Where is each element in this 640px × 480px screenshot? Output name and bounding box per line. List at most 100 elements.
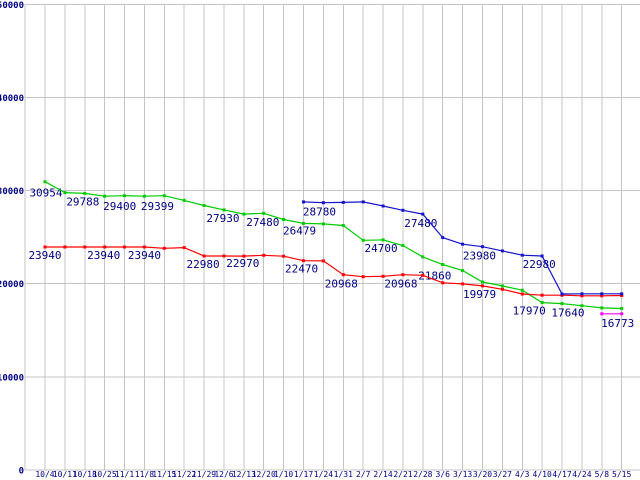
svg-text:3/6: 3/6 <box>435 470 450 479</box>
green-series-marker <box>63 191 67 195</box>
svg-text:4/17: 4/17 <box>552 470 571 479</box>
green-series-marker <box>600 306 604 310</box>
svg-text:26479: 26479 <box>283 224 316 237</box>
red-series-marker <box>43 245 47 249</box>
svg-text:29399: 29399 <box>141 200 174 213</box>
svg-text:1/31: 1/31 <box>334 470 353 479</box>
svg-text:1/17: 1/17 <box>294 470 313 479</box>
green-series-marker <box>520 288 524 292</box>
gridlines <box>24 3 640 471</box>
green-series-marker <box>540 301 544 305</box>
svg-text:1/24: 1/24 <box>314 470 333 479</box>
svg-text:50000: 50000 <box>0 1 24 11</box>
svg-text:17640: 17640 <box>551 307 584 320</box>
green-series-marker <box>242 212 246 216</box>
svg-text:5/8: 5/8 <box>595 470 610 479</box>
svg-text:23940: 23940 <box>128 249 161 262</box>
green-series-marker <box>560 302 564 306</box>
svg-text:11/29: 11/29 <box>192 470 216 479</box>
red-series-marker <box>123 245 126 249</box>
svg-text:22970: 22970 <box>226 257 259 270</box>
data-point-labels: 30954 29788 29400 29399 27930 27480 26479 24700… <box>28 187 634 330</box>
green-series-marker <box>202 204 206 207</box>
red-series-marker <box>600 294 604 298</box>
green-series-marker <box>500 284 504 288</box>
svg-text:11/1: 11/1 <box>115 470 134 479</box>
svg-text:2/14: 2/14 <box>373 470 392 479</box>
red-series-marker <box>321 259 325 263</box>
green-series-marker <box>361 238 365 242</box>
green-series-marker <box>381 238 385 242</box>
svg-text:20000: 20000 <box>0 280 24 290</box>
blue-series-marker <box>560 292 564 296</box>
svg-text:23940: 23940 <box>28 249 61 262</box>
green-series-marker <box>222 208 226 212</box>
svg-text:10/25: 10/25 <box>93 470 117 479</box>
svg-text:19979: 19979 <box>463 288 496 301</box>
green-series-marker <box>142 194 146 198</box>
red-series-marker <box>421 273 425 277</box>
green-series-marker <box>321 222 325 226</box>
magenta-series <box>600 312 624 316</box>
green-series-marker <box>421 255 425 259</box>
red-series-marker <box>620 294 624 297</box>
red-series-marker <box>381 274 385 278</box>
blue-series-marker <box>401 208 405 212</box>
red-series <box>43 245 624 298</box>
blue-series-marker <box>580 292 584 296</box>
svg-text:24700: 24700 <box>364 242 397 255</box>
svg-text:0: 0 <box>19 467 24 477</box>
green-series-marker <box>341 224 345 227</box>
green-series-marker <box>302 221 305 225</box>
red-series-marker <box>441 281 445 285</box>
svg-text:4/10: 4/10 <box>533 470 552 479</box>
svg-text:28780: 28780 <box>303 206 336 219</box>
svg-text:22980: 22980 <box>187 258 220 271</box>
svg-text:12/20: 12/20 <box>252 470 276 479</box>
svg-text:11/22: 11/22 <box>172 470 196 479</box>
svg-text:3/27: 3/27 <box>493 470 512 479</box>
blue-series-marker <box>461 242 465 246</box>
green-series <box>43 180 624 310</box>
svg-text:4/24: 4/24 <box>572 470 591 479</box>
blue-series-marker <box>500 249 504 253</box>
svg-text:23940: 23940 <box>87 249 120 262</box>
svg-text:2/28: 2/28 <box>413 470 432 479</box>
svg-text:20968: 20968 <box>384 278 417 291</box>
svg-text:2/21: 2/21 <box>393 470 412 479</box>
svg-text:27480: 27480 <box>404 217 437 230</box>
green-series-marker <box>481 280 484 284</box>
blue-series-marker <box>520 253 524 257</box>
svg-text:1/10: 1/10 <box>274 470 293 479</box>
svg-text:4/3: 4/3 <box>515 470 530 479</box>
red-series-marker <box>182 246 186 250</box>
blue-series-marker <box>540 254 544 258</box>
svg-text:22980: 22980 <box>523 258 556 271</box>
green-series-marker <box>580 304 584 308</box>
green-series-marker <box>461 269 465 273</box>
red-series-marker <box>83 245 87 249</box>
svg-text:10/18: 10/18 <box>73 470 97 479</box>
red-series-marker <box>63 245 67 249</box>
green-series-marker <box>123 194 126 198</box>
blue-series-marker <box>481 245 484 249</box>
svg-text:23980: 23980 <box>463 250 496 263</box>
y-axis-tick-labels: 0 10000 20000 30000 40000 50000 <box>0 1 24 477</box>
red-series-marker <box>103 245 107 249</box>
svg-text:22470: 22470 <box>285 263 318 276</box>
svg-text:30954: 30954 <box>29 187 62 200</box>
green-series-marker <box>441 263 445 266</box>
svg-text:20968: 20968 <box>325 278 358 291</box>
red-series-marker <box>580 294 584 298</box>
blue-series-marker <box>361 200 365 204</box>
green-series-marker <box>282 218 286 221</box>
green-series-marker <box>162 194 166 198</box>
svg-text:27480: 27480 <box>246 216 279 229</box>
blue-series <box>302 200 624 296</box>
svg-text:10/4: 10/4 <box>35 470 54 479</box>
green-series-marker <box>262 211 266 215</box>
red-series-marker <box>142 245 146 249</box>
green-series-marker <box>103 194 107 198</box>
